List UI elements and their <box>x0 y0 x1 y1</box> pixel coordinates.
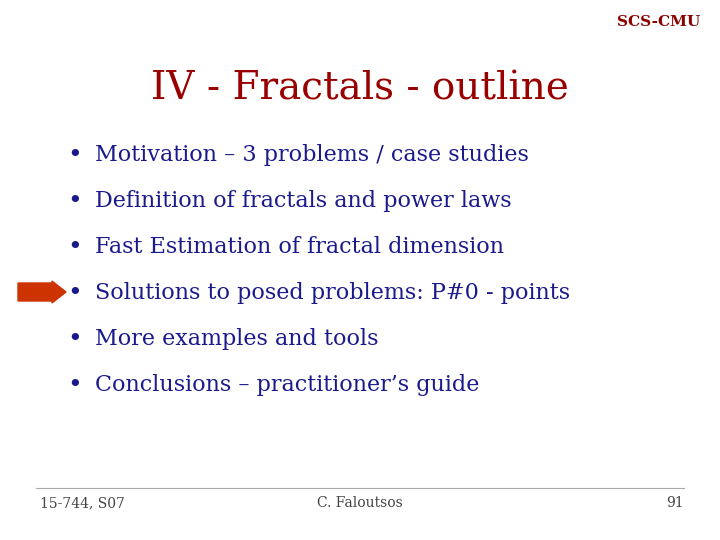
Text: IV - Fractals - outline: IV - Fractals - outline <box>151 70 569 107</box>
Text: Motivation – 3 problems / case studies: Motivation – 3 problems / case studies <box>95 144 529 166</box>
Text: •: • <box>68 327 82 350</box>
Text: Fast Estimation of fractal dimension: Fast Estimation of fractal dimension <box>95 236 504 258</box>
Text: 91: 91 <box>667 496 684 510</box>
Text: •: • <box>68 374 82 396</box>
Text: Conclusions – practitioner’s guide: Conclusions – practitioner’s guide <box>95 374 480 396</box>
Text: •: • <box>68 281 82 305</box>
Text: •: • <box>68 190 82 213</box>
Text: Solutions to posed problems: P#0 - points: Solutions to posed problems: P#0 - point… <box>95 282 570 304</box>
FancyArrow shape <box>18 281 66 303</box>
Text: Definition of fractals and power laws: Definition of fractals and power laws <box>95 190 512 212</box>
Text: 15-744, S07: 15-744, S07 <box>40 496 125 510</box>
Text: •: • <box>68 144 82 166</box>
Text: SCS-CMU: SCS-CMU <box>617 15 700 29</box>
Text: C. Faloutsos: C. Faloutsos <box>317 496 403 510</box>
Text: More examples and tools: More examples and tools <box>95 328 379 350</box>
Text: •: • <box>68 235 82 259</box>
